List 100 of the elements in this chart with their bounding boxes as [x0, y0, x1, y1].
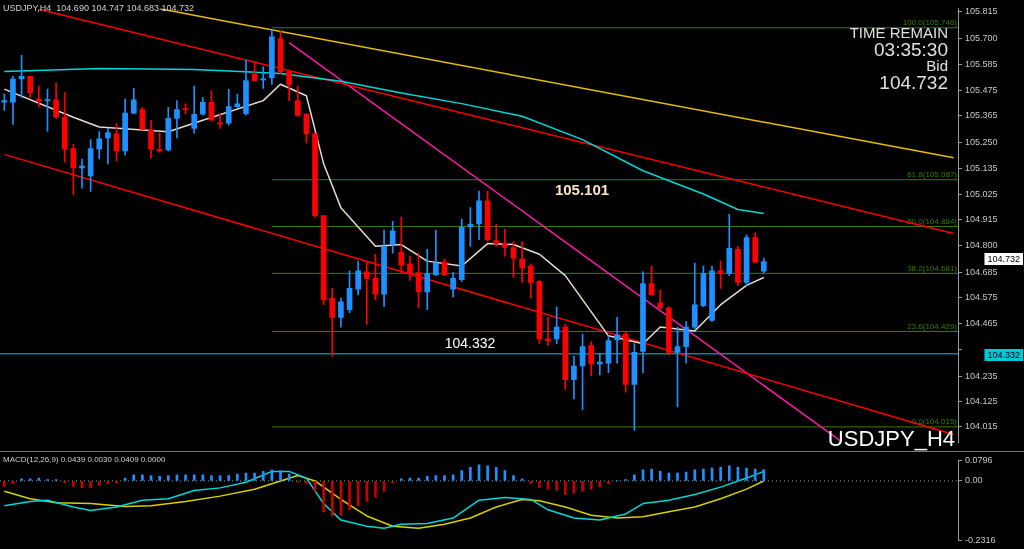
bar — [494, 466, 498, 481]
bar — [227, 475, 231, 481]
bar — [158, 475, 161, 481]
y-tick-label: -0.2316 — [965, 535, 996, 546]
bar — [201, 474, 205, 481]
annotation: 104.732 — [879, 72, 948, 93]
bar — [658, 471, 662, 481]
bar — [693, 469, 697, 481]
y-tick-label: 105.365 — [965, 110, 998, 121]
candlestick — [36, 85, 42, 107]
candlestick — [398, 216, 405, 273]
text: 104.332 — [987, 350, 1020, 360]
bar — [719, 466, 722, 481]
bar — [555, 481, 559, 491]
bar — [538, 481, 541, 489]
candlestick — [105, 127, 111, 165]
bar — [443, 475, 446, 481]
bar — [598, 481, 602, 488]
bar — [305, 481, 308, 485]
bar — [581, 481, 584, 492]
bar — [486, 465, 489, 481]
bar — [745, 467, 748, 481]
y-tick-label: 0.0796 — [965, 454, 993, 465]
bar — [192, 474, 196, 481]
bar — [650, 468, 653, 481]
bar — [279, 470, 282, 481]
annotation: USDJPY_H4 — [827, 426, 955, 451]
bar — [115, 481, 118, 484]
candlestick — [260, 66, 267, 89]
candlestick — [1, 93, 8, 111]
bar — [727, 465, 731, 481]
bar — [702, 468, 705, 481]
y-tick-label: 105.135 — [965, 163, 998, 174]
annotation: USDJPY,H4 104.690 104.747 104.683 104.732 — [3, 3, 194, 13]
bar — [633, 474, 636, 481]
bar — [607, 481, 610, 485]
text: 104.732 — [987, 254, 1020, 264]
bar — [28, 478, 32, 481]
y-tick-label: 104.015 — [965, 421, 998, 432]
candlestick — [657, 289, 664, 310]
bar — [97, 481, 101, 486]
bar — [374, 481, 377, 498]
y-tick-label: 105.025 — [965, 188, 998, 199]
y-tick-label: 105.250 — [965, 136, 998, 147]
bar — [460, 470, 464, 481]
annotation: Bid — [926, 57, 948, 74]
candlestick — [493, 223, 500, 247]
candlestick — [614, 317, 620, 364]
bar — [762, 469, 766, 481]
ref-line-label: 0.0(104.015) — [911, 417, 958, 427]
y-tick-label: 104.915 — [965, 213, 998, 224]
bar — [210, 475, 213, 481]
bar — [356, 481, 360, 506]
candlestick — [217, 113, 223, 129]
y-tick-label: 104.465 — [965, 317, 998, 328]
bar — [348, 481, 351, 511]
y-tick-label: 105.700 — [965, 32, 998, 43]
bar — [141, 474, 144, 481]
y-tick-label: 104.125 — [965, 396, 998, 407]
y-tick-label: 105.585 — [965, 59, 998, 70]
bar — [391, 481, 395, 484]
annotation: 105.101 — [554, 181, 610, 198]
bar — [20, 478, 23, 481]
bar — [236, 473, 239, 481]
bar — [589, 481, 593, 490]
bar — [184, 474, 187, 481]
ref-line-label: 38.2(104.681) — [907, 263, 958, 273]
bar — [72, 481, 75, 487]
bar — [261, 471, 265, 481]
ref-line-label: 100.0(105.746) — [902, 17, 958, 27]
candlestick — [502, 228, 508, 257]
bar — [417, 477, 420, 481]
bar — [322, 481, 325, 513]
ref-line-label: 104.332 — [444, 334, 496, 351]
annotation: 03:35:30 — [874, 39, 948, 60]
bar — [399, 478, 403, 481]
bar — [253, 472, 256, 481]
annotation: MACD(12,26,9) 0.0439 0.0030 0.0409 0.0000 — [3, 455, 166, 464]
bar — [132, 474, 136, 481]
y-tick-label: 0.00 — [965, 475, 983, 486]
y-tick-label: 104.685 — [965, 266, 998, 277]
y-tick-label: 104.575 — [965, 292, 998, 303]
bar — [425, 475, 429, 481]
bar — [469, 466, 472, 481]
ref-line-label: 23.6(104.429) — [907, 321, 958, 331]
bar — [330, 481, 334, 517]
ref-line-label: 50.0(104.884) — [907, 216, 958, 226]
ref-line-label: 61.8(105.087) — [907, 169, 958, 179]
bar — [89, 481, 92, 489]
y-tick-label: 105.815 — [965, 6, 998, 17]
candlestick — [363, 260, 370, 325]
y-tick-label: 104.235 — [965, 370, 998, 381]
bar — [529, 481, 533, 485]
y-tick-label: 104.800 — [965, 240, 998, 251]
bar — [166, 475, 170, 481]
bar — [2, 481, 6, 487]
bar — [563, 481, 567, 495]
bar — [676, 472, 679, 481]
bar — [365, 481, 369, 502]
y-tick-label: 105.475 — [965, 84, 998, 95]
